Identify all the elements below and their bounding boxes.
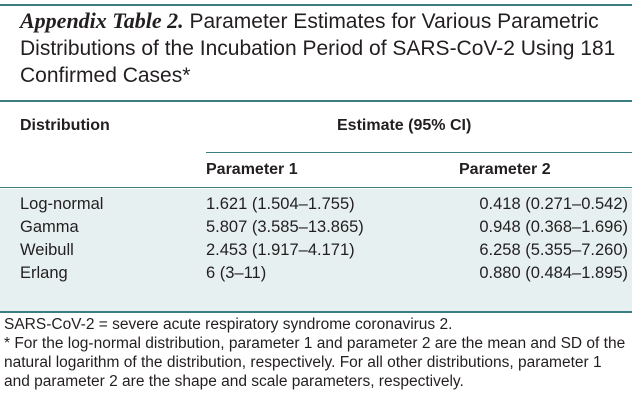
header-estimate: Estimate (95% CI) xyxy=(337,117,472,134)
table-caption: Parameter Estimates for Various Parametr… xyxy=(20,10,616,87)
bottom-rule xyxy=(0,311,632,313)
header-rule xyxy=(0,187,632,188)
top-rule xyxy=(0,4,632,6)
cell-parameter-2: 0.880 (0.484–1.895) xyxy=(479,264,628,282)
title-rule xyxy=(0,100,632,102)
cell-distribution: Weibull xyxy=(20,241,74,259)
header-parameter-2: Parameter 2 xyxy=(459,161,551,178)
cell-parameter-1: 5.807 (3.585–13.865) xyxy=(206,218,364,236)
cell-parameter-2: 0.948 (0.368–1.696) xyxy=(479,218,628,236)
cell-parameter-1: 6 (3–11) xyxy=(206,264,267,282)
cell-parameter-1: 2.453 (1.917–4.171) xyxy=(206,241,355,259)
cell-parameter-1: 1.621 (1.504–1.755) xyxy=(206,195,355,213)
table-row: Weibull 2.453 (1.917–4.171) 6.258 (5.355–7… xyxy=(0,241,632,264)
table-title: Appendix Table 2. Parameter Estimates fo… xyxy=(20,7,620,89)
cell-distribution: Log-normal xyxy=(20,195,104,213)
cell-distribution: Gamma xyxy=(20,218,79,236)
table-body: Log-normal 1.621 (1.504–1.755) 0.418 (0.27… xyxy=(0,189,632,312)
table-row: Gamma 5.807 (3.585–13.865) 0.948 (0.368–1.… xyxy=(0,218,632,241)
footnotes: SARS-CoV-2 = severe acute respiratory sy… xyxy=(4,315,630,391)
header-distribution: Distribution xyxy=(20,117,110,134)
cell-parameter-2: 0.418 (0.271–0.542) xyxy=(479,195,628,213)
cell-distribution: Erlang xyxy=(20,264,68,282)
footnote-asterisk: * For the log-normal distribution, param… xyxy=(4,335,626,390)
table-label: Appendix Table 2. xyxy=(20,8,184,33)
footnote-abbreviation: SARS-CoV-2 = severe acute respiratory sy… xyxy=(4,316,453,333)
estimate-rule xyxy=(206,152,632,153)
table-row: Log-normal 1.621 (1.504–1.755) 0.418 (0.27… xyxy=(0,195,632,218)
cell-parameter-2: 6.258 (5.355–7.260) xyxy=(479,241,628,259)
table-row: Erlang 6 (3–11) 0.880 (0.484–1.895) xyxy=(0,264,632,287)
header-parameter-1: Parameter 1 xyxy=(206,161,298,178)
